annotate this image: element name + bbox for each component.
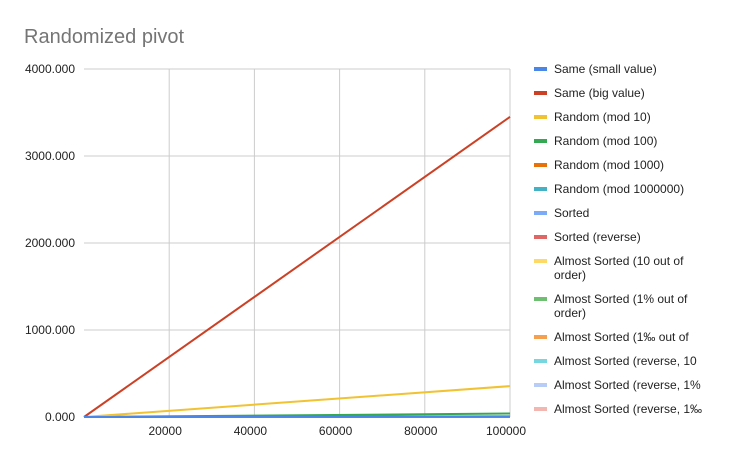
legend-item[interactable]: Almost Sorted (reverse, 1% <box>534 378 701 392</box>
legend-swatch <box>534 91 547 95</box>
legend-label: Random (mod 100) <box>554 134 657 148</box>
legend-item[interactable]: Almost Sorted (10 out of order) <box>534 254 684 282</box>
legend-item[interactable]: Almost Sorted (1‰ out of <box>534 330 689 344</box>
x-tick-label: 60000 <box>319 424 353 438</box>
x-tick-label: 20000 <box>149 424 183 438</box>
legend-label: Almost Sorted (reverse, 10 <box>554 354 697 368</box>
legend-item[interactable]: Sorted (reverse) <box>534 230 641 244</box>
legend-swatch <box>534 383 547 387</box>
legend-label: Random (mod 1000000) <box>554 182 684 196</box>
legend-label: Same (small value) <box>554 62 657 76</box>
legend-swatch <box>534 297 547 301</box>
axes: 0.000 1000.000 2000.000 3000.000 4000.000 200… <box>25 62 526 438</box>
legend-label: Almost Sorted (1% out of order) <box>554 292 688 320</box>
legend-swatch <box>534 115 547 119</box>
legend-label: Random (mod 10) <box>554 110 651 124</box>
legend-item[interactable]: Same (small value) <box>534 62 657 76</box>
legend-swatch <box>534 139 547 143</box>
legend-item[interactable]: Random (mod 100) <box>534 134 657 148</box>
grid <box>84 68 511 417</box>
legend-swatch <box>534 211 547 215</box>
legend-item[interactable]: Random (mod 10) <box>534 110 651 124</box>
legend-swatch <box>534 187 547 191</box>
legend-label: Random (mod 1000) <box>554 158 664 172</box>
legend-label: Almost Sorted (reverse, 1% <box>554 378 701 392</box>
legend-label: Sorted (reverse) <box>554 230 641 244</box>
legend-label: Sorted <box>554 206 589 220</box>
y-tick-label: 1000.000 <box>25 323 75 337</box>
legend-swatch <box>534 235 547 239</box>
legend-label: Almost Sorted (10 out of order) <box>554 254 684 282</box>
legend-item[interactable]: Almost Sorted (reverse, 10 <box>534 354 697 368</box>
legend: Same (small value) Same (big value) Random… <box>534 62 702 416</box>
x-tick-label: 40000 <box>234 424 268 438</box>
y-tick-label: 0.000 <box>45 410 75 424</box>
legend-label: Same (big value) <box>554 86 645 100</box>
x-tick-label: 80000 <box>404 424 438 438</box>
legend-label: Almost Sorted (1‰ out of <box>554 330 689 344</box>
legend-item[interactable]: Random (mod 1000000) <box>534 182 684 196</box>
legend-item[interactable]: Random (mod 1000) <box>534 158 664 172</box>
legend-label: Almost Sorted (reverse, 1‰ <box>554 402 702 416</box>
chart-title: Randomized pivot <box>24 26 185 48</box>
y-tick-label: 3000.000 <box>25 149 75 163</box>
y-tick-label: 4000.000 <box>25 62 75 76</box>
series-line <box>83 116 511 418</box>
legend-swatch <box>534 67 547 71</box>
legend-swatch <box>534 163 547 167</box>
legend-item[interactable]: Almost Sorted (1% out of order) <box>534 292 688 320</box>
legend-swatch <box>534 407 547 411</box>
legend-item[interactable]: Sorted <box>534 206 589 220</box>
x-tick-label: 100000 <box>486 424 526 438</box>
series-line <box>83 385 511 418</box>
legend-swatch <box>534 335 547 339</box>
legend-swatch <box>534 359 547 363</box>
legend-item[interactable]: Same (big value) <box>534 86 645 100</box>
series-lines <box>83 116 511 418</box>
legend-item[interactable]: Almost Sorted (reverse, 1‰ <box>534 402 702 416</box>
legend-swatch <box>534 259 547 263</box>
y-tick-label: 2000.000 <box>25 236 75 250</box>
